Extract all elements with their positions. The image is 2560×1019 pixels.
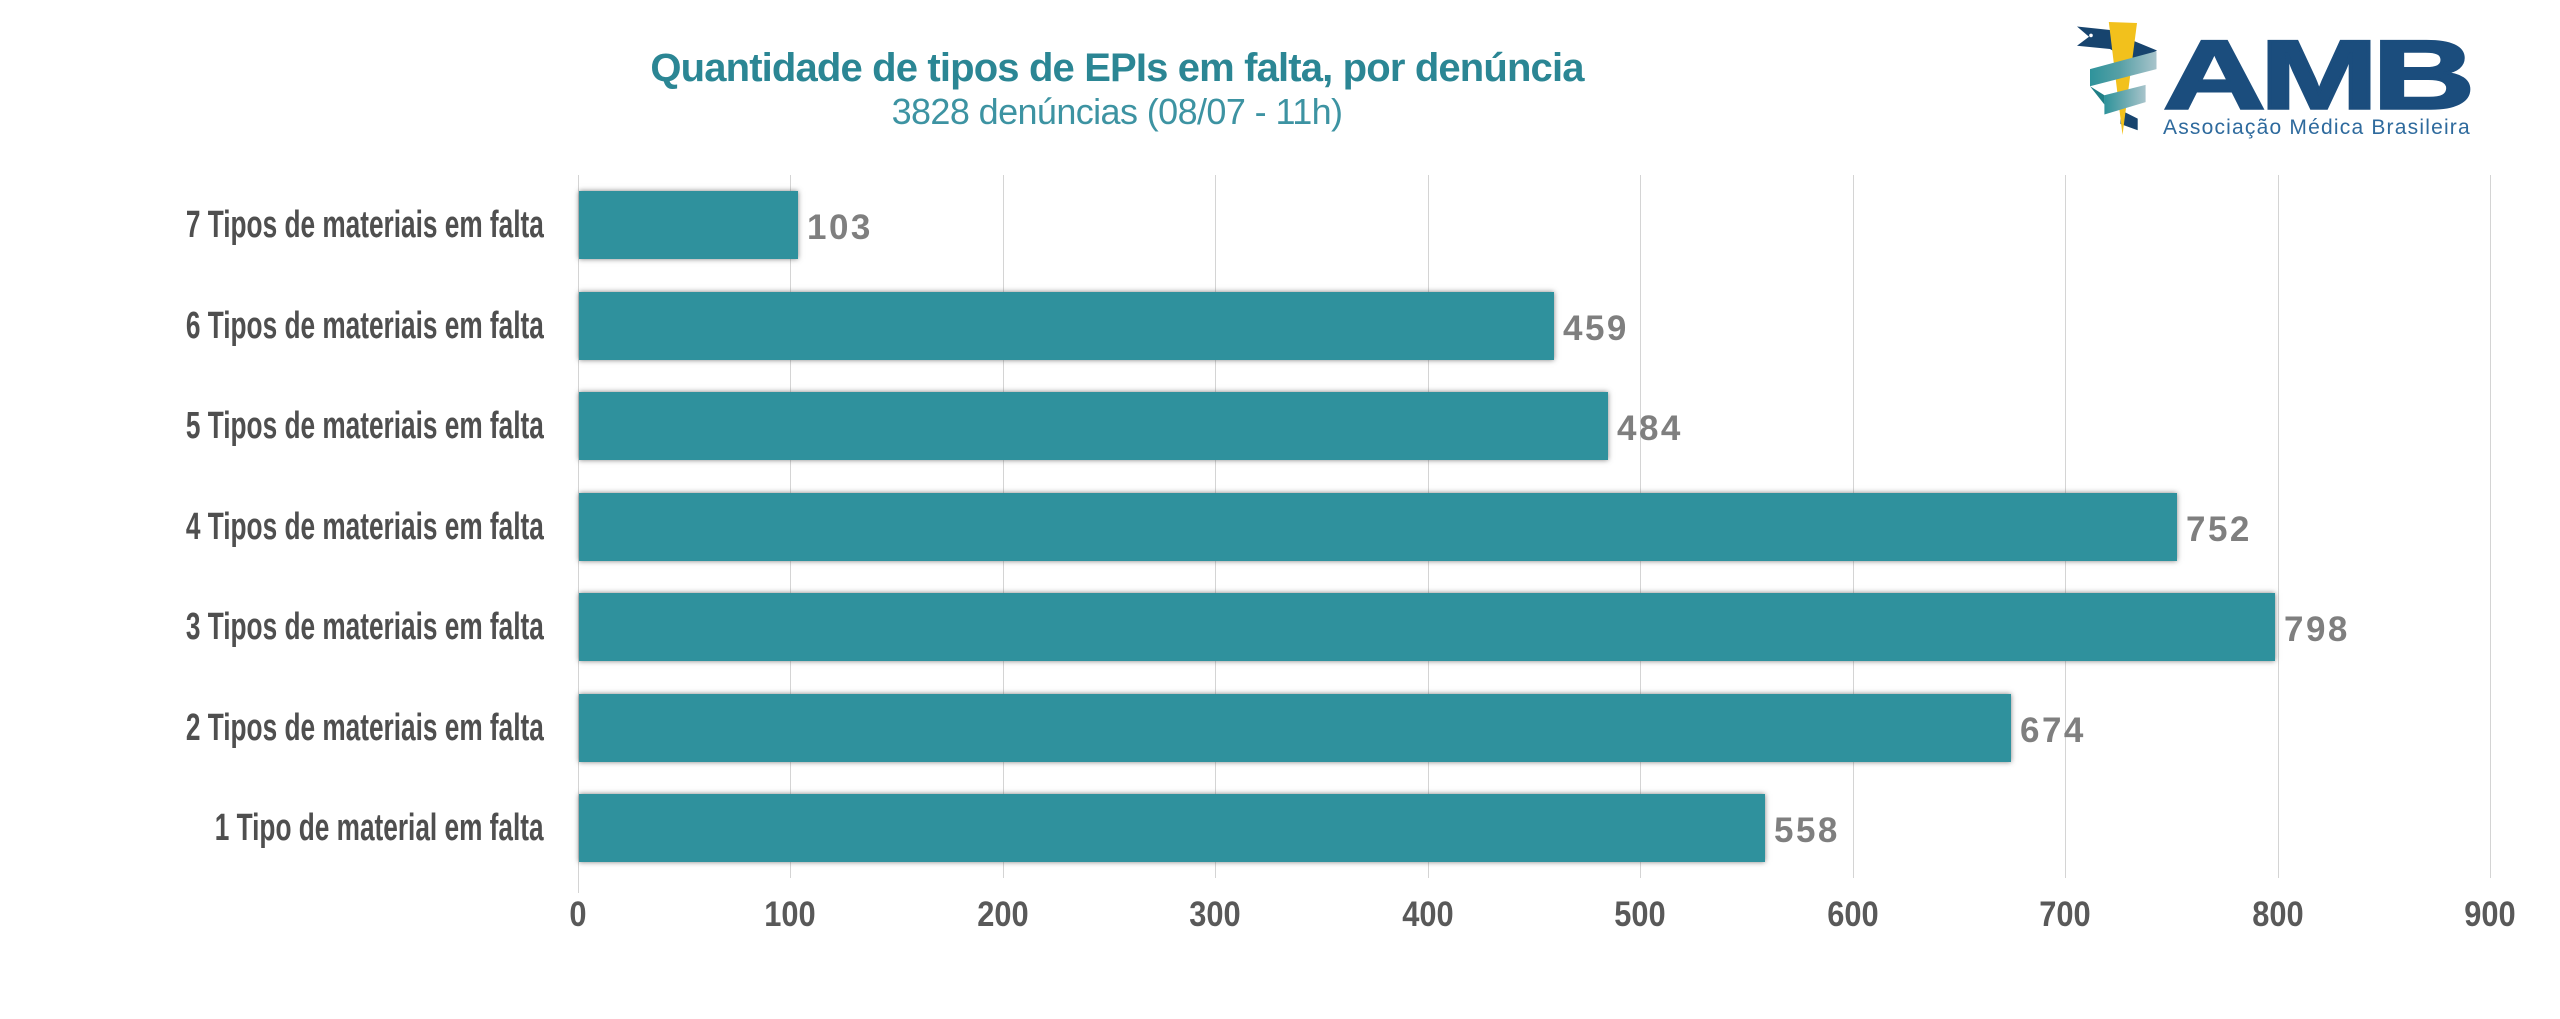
svg-text:Associação Médica Brasileira: Associação Médica Brasileira <box>2163 116 2471 139</box>
svg-text:AMB: AMB <box>2163 20 2469 129</box>
